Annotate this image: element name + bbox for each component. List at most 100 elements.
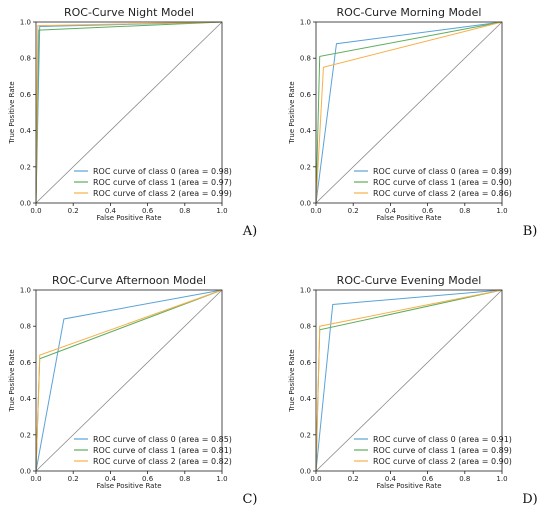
diagonal-reference-line <box>315 21 503 204</box>
legend-entry: ROC curve of class 1 (area = 0.90) <box>373 178 512 187</box>
roc-curve-class-0 <box>35 289 223 472</box>
legend-entry: ROC curve of class 2 (area = 0.99) <box>93 189 232 198</box>
roc-curve-class-2 <box>35 289 223 472</box>
y-tick-label: 0.4 <box>300 127 312 135</box>
legend: ROC curve of class 0 (area = 0.91) ROC cu… <box>354 435 512 466</box>
legend-entry: ROC curve of class 1 (area = 0.81) <box>93 446 232 455</box>
roc-curve-class-2 <box>315 21 503 204</box>
x-tick-label: 0.2 <box>348 475 359 483</box>
y-tick-label: 0.2 <box>300 431 311 439</box>
y-tick-label: 0.6 <box>20 91 32 99</box>
legend-entry: ROC curve of class 2 (area = 0.90) <box>373 457 512 466</box>
panel-letter: B) <box>523 224 538 239</box>
y-tick-label: 0.8 <box>20 323 31 331</box>
y-tick-label: 1.0 <box>20 19 31 27</box>
panel-letter: C) <box>242 492 257 507</box>
diagonal-reference-line <box>35 289 223 472</box>
x-tick-label: 0.4 <box>105 475 117 483</box>
legend-entry: ROC curve of class 0 (area = 0.98) <box>93 167 232 176</box>
roc-curve-class-0 <box>315 21 503 204</box>
legend: ROC curve of class 0 (area = 0.89) ROC cu… <box>354 167 512 198</box>
roc-curve-class-2 <box>315 289 503 472</box>
y-axis-label: True Positive Rate <box>288 81 296 144</box>
legend-entry: ROC curve of class 0 (area = 0.89) <box>373 167 512 176</box>
y-tick-label: 0.4 <box>300 395 312 403</box>
diagonal-reference-line <box>35 21 223 204</box>
x-axis-label: False Positive Rate <box>376 482 441 490</box>
chart-title: ROC-Curve Morning Model <box>337 6 482 19</box>
y-tick-label: 1.0 <box>20 287 31 295</box>
x-tick-label: 0.8 <box>179 207 190 215</box>
legend: ROC curve of class 0 (area = 0.98) ROC cu… <box>74 167 232 198</box>
x-axis-label: False Positive Rate <box>376 214 441 222</box>
y-tick-label: 0.6 <box>20 359 32 367</box>
panel-letter: D) <box>522 492 538 507</box>
roc-panel-1: ROC-Curve Night Model 0.0 0.2 0.4 0.6 0.8 1.0 0… <box>8 6 257 239</box>
x-tick-label: 0.8 <box>459 207 470 215</box>
roc-curve-class-2 <box>35 21 223 204</box>
plot-frame <box>35 289 223 472</box>
y-tick-label: 0.2 <box>20 431 31 439</box>
y-tick-label: 0.0 <box>20 200 31 208</box>
x-tick-label: 0.2 <box>68 475 79 483</box>
y-axis-label: True Positive Rate <box>8 349 16 412</box>
x-tick-label: 0.0 <box>30 207 41 215</box>
chart-title: ROC-Curve Afternoon Model <box>52 274 206 287</box>
y-tick-label: 0.2 <box>300 163 311 171</box>
y-tick-label: 1.0 <box>300 19 311 27</box>
legend: ROC curve of class 0 (area = 0.85) ROC cu… <box>74 435 232 466</box>
x-tick-label: 0.2 <box>68 207 79 215</box>
y-tick-label: 0.8 <box>20 55 31 63</box>
x-tick-label: 0.4 <box>105 207 117 215</box>
x-tick-label: 1.0 <box>216 207 227 215</box>
chart-title: ROC-Curve Evening Model <box>337 274 482 287</box>
x-tick-label: 0.6 <box>142 207 154 215</box>
legend-entry: ROC curve of class 2 (area = 0.86) <box>373 189 512 198</box>
y-tick-label: 1.0 <box>300 287 311 295</box>
x-tick-label: 0.2 <box>348 207 359 215</box>
y-tick-label: 0.0 <box>300 468 311 476</box>
x-axis-label: False Positive Rate <box>96 214 161 222</box>
x-tick-label: 0.6 <box>142 475 154 483</box>
x-axis-label: False Positive Rate <box>96 482 161 490</box>
x-tick-label: 1.0 <box>496 207 507 215</box>
y-tick-label: 0.8 <box>300 323 311 331</box>
y-axis-label: True Positive Rate <box>8 81 16 144</box>
x-tick-label: 0.8 <box>179 475 190 483</box>
y-tick-label: 0.2 <box>20 163 31 171</box>
x-tick-label: 0.6 <box>422 207 434 215</box>
roc-panel-3: ROC-Curve Afternoon Model 0.0 0.2 0.4 0.6 0.8… <box>8 274 258 507</box>
y-axis-label: True Positive Rate <box>288 349 296 412</box>
y-tick-label: 0.4 <box>20 127 32 135</box>
roc-curve-class-1 <box>315 21 503 204</box>
y-tick-label: 0.6 <box>300 359 312 367</box>
x-tick-label: 0.0 <box>310 207 321 215</box>
roc-curve-class-0 <box>315 289 503 472</box>
diagonal-reference-line <box>315 289 503 472</box>
y-tick-label: 0.4 <box>20 395 32 403</box>
legend-entry: ROC curve of class 0 (area = 0.91) <box>373 435 512 444</box>
legend-entry: ROC curve of class 1 (area = 0.89) <box>373 446 512 455</box>
x-tick-label: 0.4 <box>385 207 397 215</box>
legend-entry: ROC curve of class 0 (area = 0.85) <box>93 435 232 444</box>
chart-title: ROC-Curve Night Model <box>64 6 194 19</box>
plot-frame <box>315 21 503 204</box>
y-tick-label: 0.0 <box>20 468 31 476</box>
roc-panel-2: ROC-Curve Morning Model 0.0 0.2 0.4 0.6 0.8 1.… <box>288 6 537 239</box>
plot-frame <box>35 21 223 204</box>
plot-frame <box>315 289 503 472</box>
x-tick-label: 1.0 <box>496 475 507 483</box>
x-tick-label: 0.0 <box>30 475 41 483</box>
panel-letter: A) <box>242 224 257 239</box>
roc-panel-4: ROC-Curve Evening Model 0.0 0.2 0.4 0.6 0.8 1.… <box>288 274 538 507</box>
legend-entry: ROC curve of class 1 (area = 0.97) <box>93 178 232 187</box>
x-tick-label: 1.0 <box>216 475 227 483</box>
y-tick-label: 0.0 <box>300 200 311 208</box>
y-tick-label: 0.8 <box>300 55 311 63</box>
x-tick-label: 0.4 <box>385 475 397 483</box>
x-tick-label: 0.8 <box>459 475 470 483</box>
legend-entry: ROC curve of class 2 (area = 0.82) <box>93 457 232 466</box>
x-tick-label: 0.6 <box>422 475 434 483</box>
y-tick-label: 0.6 <box>300 91 312 99</box>
